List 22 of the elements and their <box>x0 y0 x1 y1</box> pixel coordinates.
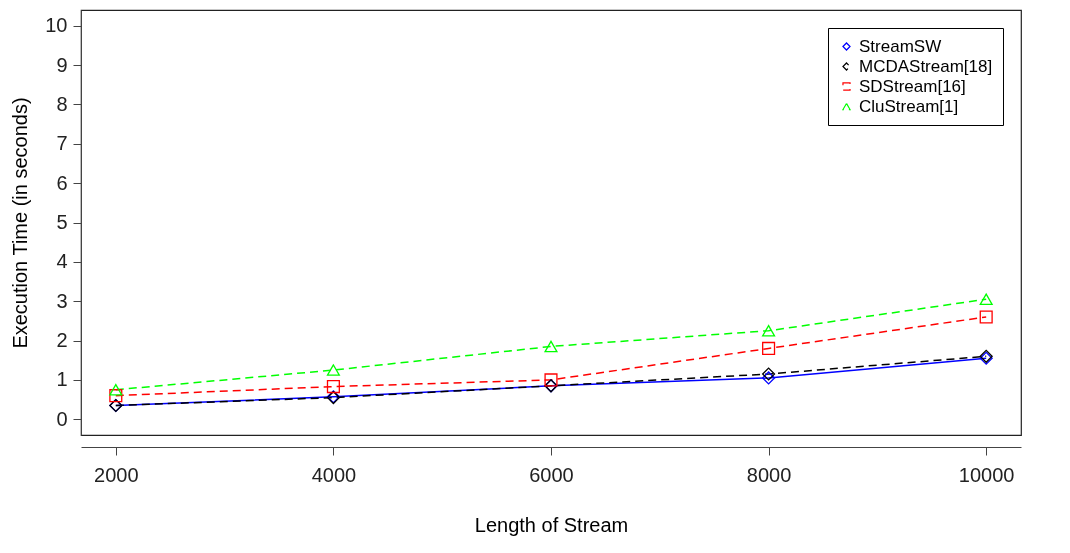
y-tick-label: 2 <box>56 329 68 352</box>
x-tick-label: 4000 <box>311 463 357 486</box>
legend-label: CluStream[1] <box>859 96 959 116</box>
x-axis-title: Length of Stream <box>474 513 629 536</box>
x-tick-label: 2000 <box>94 463 139 486</box>
y-tick-label: 7 <box>56 132 68 155</box>
x-tick-label: 10000 <box>958 463 1015 486</box>
legend-label: MCDAStream[18] <box>859 56 993 76</box>
y-tick-label: 4 <box>56 250 68 273</box>
x-tick-label: 6000 <box>529 463 574 486</box>
x-tick-label: 8000 <box>746 463 792 486</box>
y-tick-label: 8 <box>56 92 68 115</box>
y-axis-title: Execution Time (in seconds) <box>9 97 32 349</box>
y-tick-label: 9 <box>56 53 68 76</box>
legend-label: StreamSW <box>859 36 942 56</box>
y-tick-label: 5 <box>56 211 68 233</box>
y-tick-label: 10 <box>45 14 68 37</box>
y-tick-label: 6 <box>56 171 68 194</box>
y-tick-label: 3 <box>56 289 68 312</box>
legend-label: SDStream[16] <box>859 76 966 96</box>
y-tick-label: 1 <box>56 368 68 391</box>
y-tick-label: 0 <box>56 407 68 430</box>
